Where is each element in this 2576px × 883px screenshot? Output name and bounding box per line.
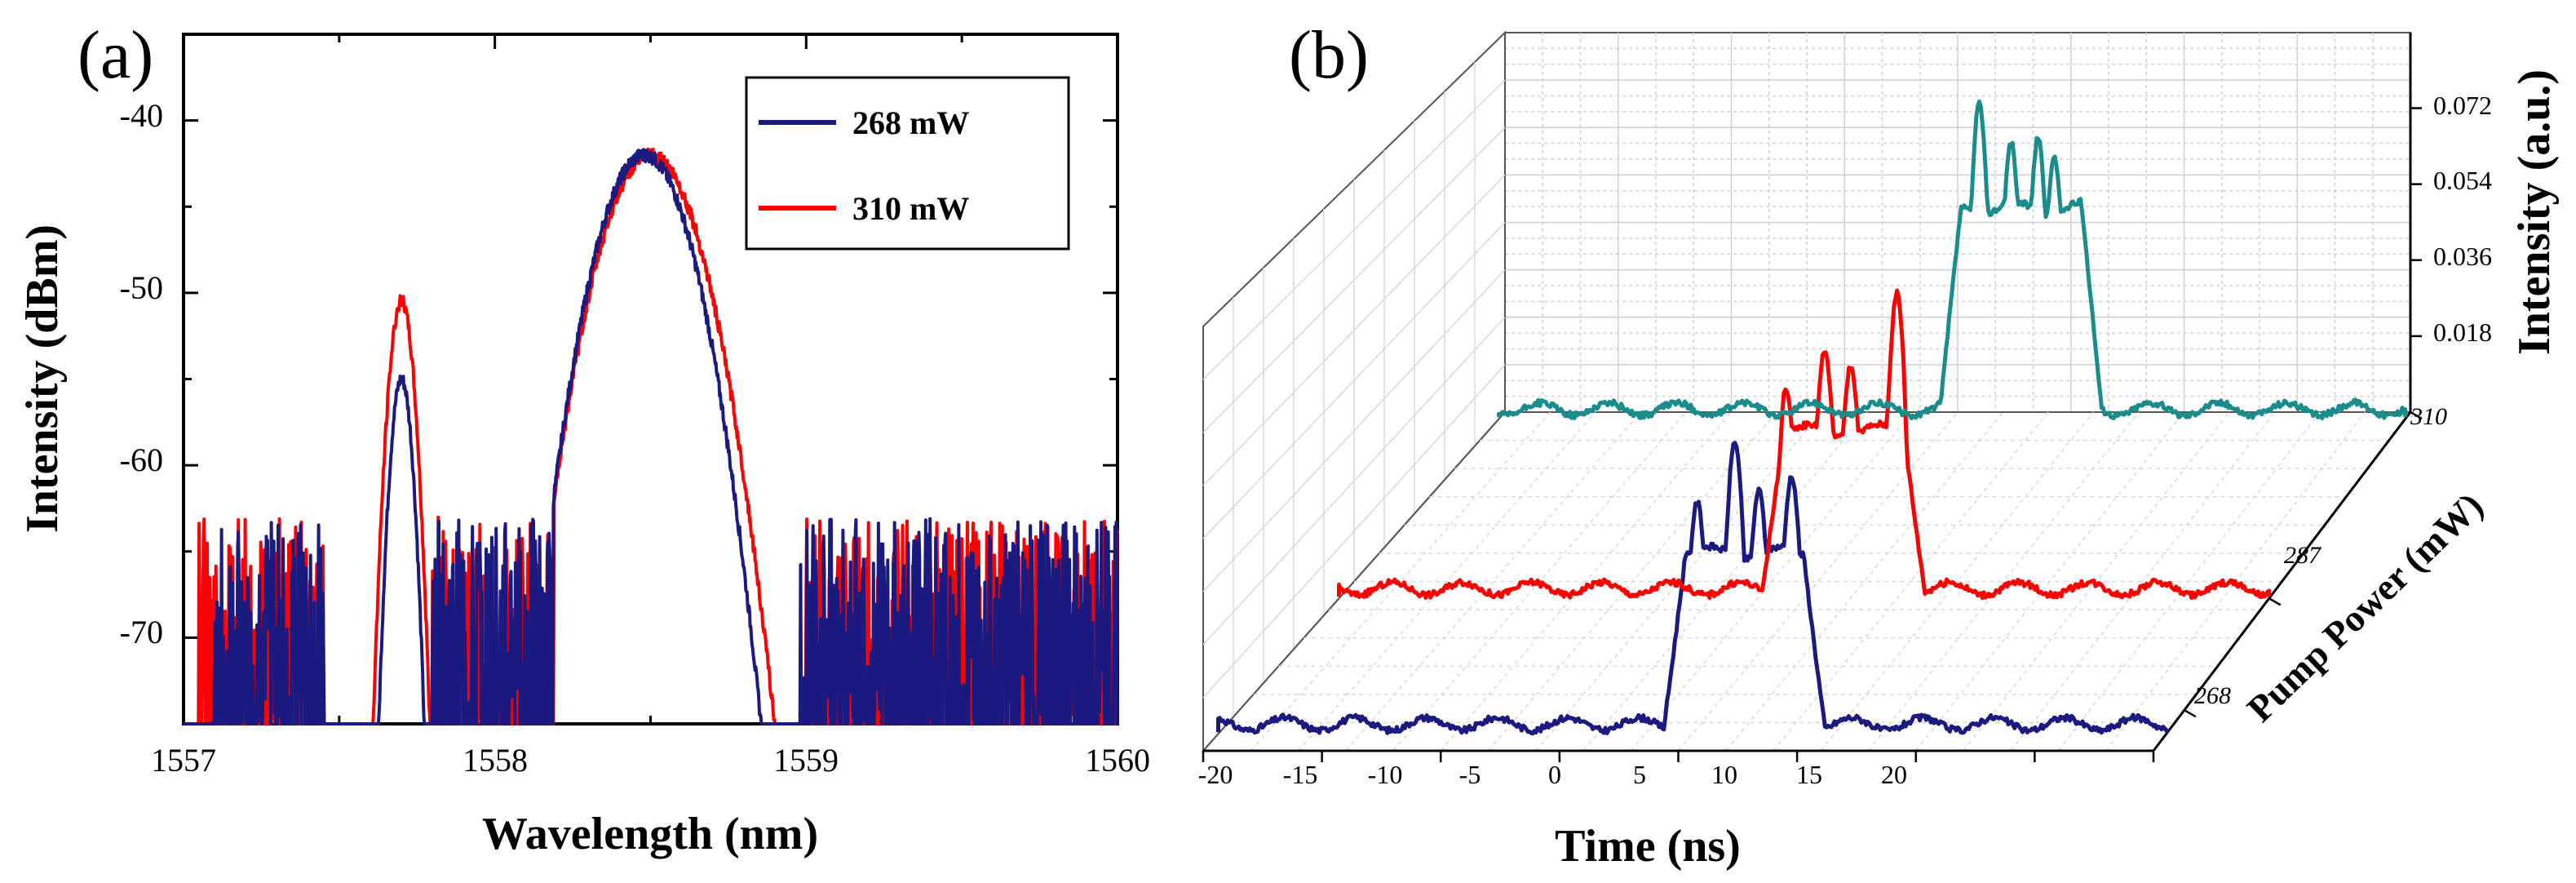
left-wall-grid (1202, 364, 1506, 699)
x-tick-b-0: -20 (1198, 760, 1233, 789)
y-tick-b-2: 0.054 (2433, 166, 2492, 195)
z-tick-b-1: 287 (2284, 542, 2322, 569)
panel-a-label: (a) (77, 17, 153, 93)
x-tick-a-0: 1557 (151, 742, 216, 779)
x-tick-b-1: -15 (1283, 760, 1318, 789)
left-wall-grid (1202, 174, 1506, 486)
floor-grid (1677, 411, 1959, 752)
z-tick-b-0: 268 (2194, 682, 2231, 709)
pulse-310mw-line (1497, 99, 2408, 420)
left-wall-grid (1202, 126, 1506, 433)
x-tick-a-1: 1558 (463, 742, 528, 779)
z-tick-mark-b (2184, 709, 2197, 718)
x-tick-b-2: -10 (1368, 760, 1403, 789)
z-tick-b-2: 310 (2410, 403, 2447, 430)
y-tick-a-1: -50 (120, 269, 163, 306)
panel-b: (b) -20 -15 -10 -5 0 5 10 15 20 0.018 0.… (1198, 17, 2560, 872)
y-tick-b-1: 0.036 (2433, 242, 2492, 271)
z-tick-mark-b (2268, 597, 2282, 606)
legend-label-268mw: 268 mW (852, 104, 969, 141)
x-tick-b-7: 15 (1796, 760, 1822, 789)
x-axis-title-a: Wavelength (nm) (482, 809, 818, 859)
x-tick-b-6: 10 (1711, 760, 1737, 789)
panel-a: (a) 1557 1558 1559 1560 -40 -50 -60 -70 … (17, 17, 1150, 859)
legend-box (745, 76, 1070, 251)
floor-grid (2010, 411, 2276, 752)
x-tick-b-3: -5 (1459, 760, 1481, 789)
legend-label-310mw: 310 mW (852, 190, 969, 227)
panel-b-label: (b) (1289, 17, 1369, 93)
y-tick-b-3: 0.072 (2433, 91, 2492, 120)
legend-a: 268 mW 310 mW (745, 76, 1070, 251)
floor-grid (1250, 411, 1551, 752)
y-tick-a-2: -60 (120, 442, 163, 478)
x-tick-a-2: 1559 (773, 742, 839, 779)
x-tick-b-4: 0 (1548, 760, 1561, 789)
z-tick-mark-b (2410, 410, 2423, 420)
floor-grid (1820, 411, 2095, 752)
plot-b-3d-box (1201, 30, 2423, 762)
x-tick-b-5: 5 (1633, 760, 1646, 789)
y-tick-a-0: -40 (120, 97, 163, 134)
pulse-287mw-line (1337, 288, 2272, 601)
y-axis-title-b: Intensity (a.u.) (2509, 69, 2560, 355)
x-tick-a-3: 1560 (1085, 742, 1150, 779)
y-tick-a-3: -70 (120, 614, 163, 650)
left-wall-grid (1202, 269, 1506, 592)
x-axis-title-b: Time (ns) (1555, 821, 1741, 872)
left-wall-grid (1202, 79, 1506, 380)
left-wall-grid (1202, 317, 1506, 646)
pulse-268mw-line (1216, 441, 2169, 736)
left-wall-grid (1202, 221, 1506, 539)
z-axis-title-b: Pump Power (mW) (2239, 485, 2491, 730)
series-268mw-line (182, 148, 1119, 725)
x-tick-b-8: 20 (1881, 760, 1907, 789)
y-tick-b-0: 0.018 (2433, 317, 2492, 347)
y-axis-title-a: Intensity (dBm) (17, 224, 68, 533)
z-axis-b (2152, 411, 2412, 752)
